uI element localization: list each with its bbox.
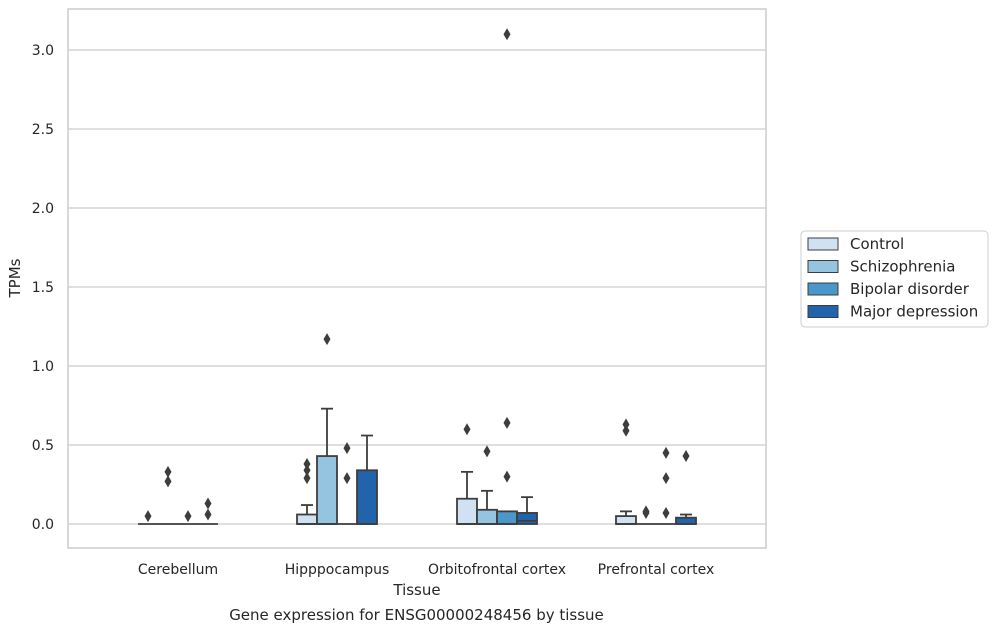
flier-point (343, 442, 351, 455)
y-tick-label: 2.0 (32, 201, 54, 217)
y-tick-label: 2.5 (32, 122, 54, 138)
legend-swatch (807, 260, 839, 273)
box-1-0 (158, 465, 178, 525)
flier-point (622, 418, 630, 431)
flier-point (303, 472, 311, 485)
flier-point (303, 457, 311, 470)
flier-point (204, 508, 212, 521)
plot-border (67, 8, 767, 549)
box-body (456, 497, 478, 525)
flier-point (503, 470, 511, 483)
legend-label: Bipolar disorder (850, 280, 970, 298)
flier-point (184, 510, 192, 523)
flier-point (662, 472, 670, 485)
y-tick-label: 0.5 (32, 438, 54, 454)
box-0-0 (138, 510, 158, 525)
legend-swatch (807, 282, 839, 296)
box-body (296, 513, 318, 525)
flier-point (682, 450, 690, 463)
y-tick-label: 3.0 (32, 43, 54, 59)
flier-point (323, 333, 331, 346)
flier-point (343, 472, 351, 485)
box-2-1 (337, 442, 357, 525)
box-2-0 (178, 510, 198, 525)
flier-point (503, 416, 511, 429)
box-3-3 (675, 450, 697, 525)
box-0-2 (456, 423, 478, 525)
legend: Control Schizophrenia Bipolar disorder Majo… (800, 230, 989, 328)
y-tick-label: 0.0 (32, 517, 54, 533)
y-axis-title: TPMs (6, 258, 24, 298)
flier-point (622, 424, 630, 437)
box-body (356, 469, 378, 525)
grid-lines (68, 49, 766, 525)
box-3-1 (356, 434, 378, 525)
flier-point (483, 445, 491, 458)
flier-point (503, 28, 511, 41)
flier-point (204, 497, 212, 510)
box-body (615, 515, 637, 525)
legend-label: Major depression (850, 303, 978, 321)
legend-item: Schizophrenia (807, 258, 955, 276)
flier-point (164, 475, 172, 488)
flier-point (303, 464, 311, 477)
box-0-3 (615, 418, 637, 525)
x-tick-label: Hipppocampus (285, 562, 390, 578)
box-1-3 (636, 505, 656, 525)
flier-point (144, 510, 152, 523)
x-tick-label: Orbitofrontal cortex (428, 562, 566, 578)
y-tick-label: 1.0 (32, 359, 54, 375)
box-3-0 (198, 497, 218, 525)
x-axis-title: Tissue (392, 581, 440, 599)
x-tick-label: Cerebellum (138, 562, 218, 578)
legend-item: Bipolar disorder (807, 280, 970, 298)
axis-titles: Tissue TPMs (6, 258, 441, 599)
y-axis-ticks: 0.0 0.5 1.0 1.5 2.0 2.5 3.0 (32, 43, 54, 533)
legend-box (800, 230, 989, 328)
chart-caption: Gene expression for ENSG00000248456 by t… (229, 606, 604, 624)
box-0-1 (296, 457, 318, 525)
box-1-2 (476, 445, 498, 525)
box-body (516, 512, 538, 525)
x-tick-label: Prefrontal cortex (598, 562, 715, 578)
x-axis-ticks: Cerebellum Hipppocampus Orbitofrontal cort… (138, 562, 714, 578)
box-2-2 (496, 28, 518, 525)
flier-point (662, 506, 670, 519)
plot-frame (67, 8, 767, 549)
box-body (496, 510, 518, 525)
flier-point (662, 446, 670, 459)
box-series (138, 28, 697, 525)
flier-point (463, 423, 471, 436)
box-body (476, 508, 498, 525)
box-body (675, 516, 697, 525)
flier-point (164, 465, 172, 478)
legend-swatch (807, 305, 839, 318)
box-2-3 (656, 446, 676, 525)
flier-point (642, 505, 650, 518)
legend-label: Control (850, 235, 904, 253)
legend-item: Control (807, 235, 904, 253)
legend-item: Major depression (807, 303, 978, 321)
box-1-1 (316, 333, 338, 525)
legend-swatch (807, 237, 839, 251)
legend-label: Schizophrenia (850, 258, 955, 276)
box-body (316, 455, 338, 525)
box-3-2 (516, 496, 538, 525)
y-tick-label: 1.5 (32, 280, 54, 296)
